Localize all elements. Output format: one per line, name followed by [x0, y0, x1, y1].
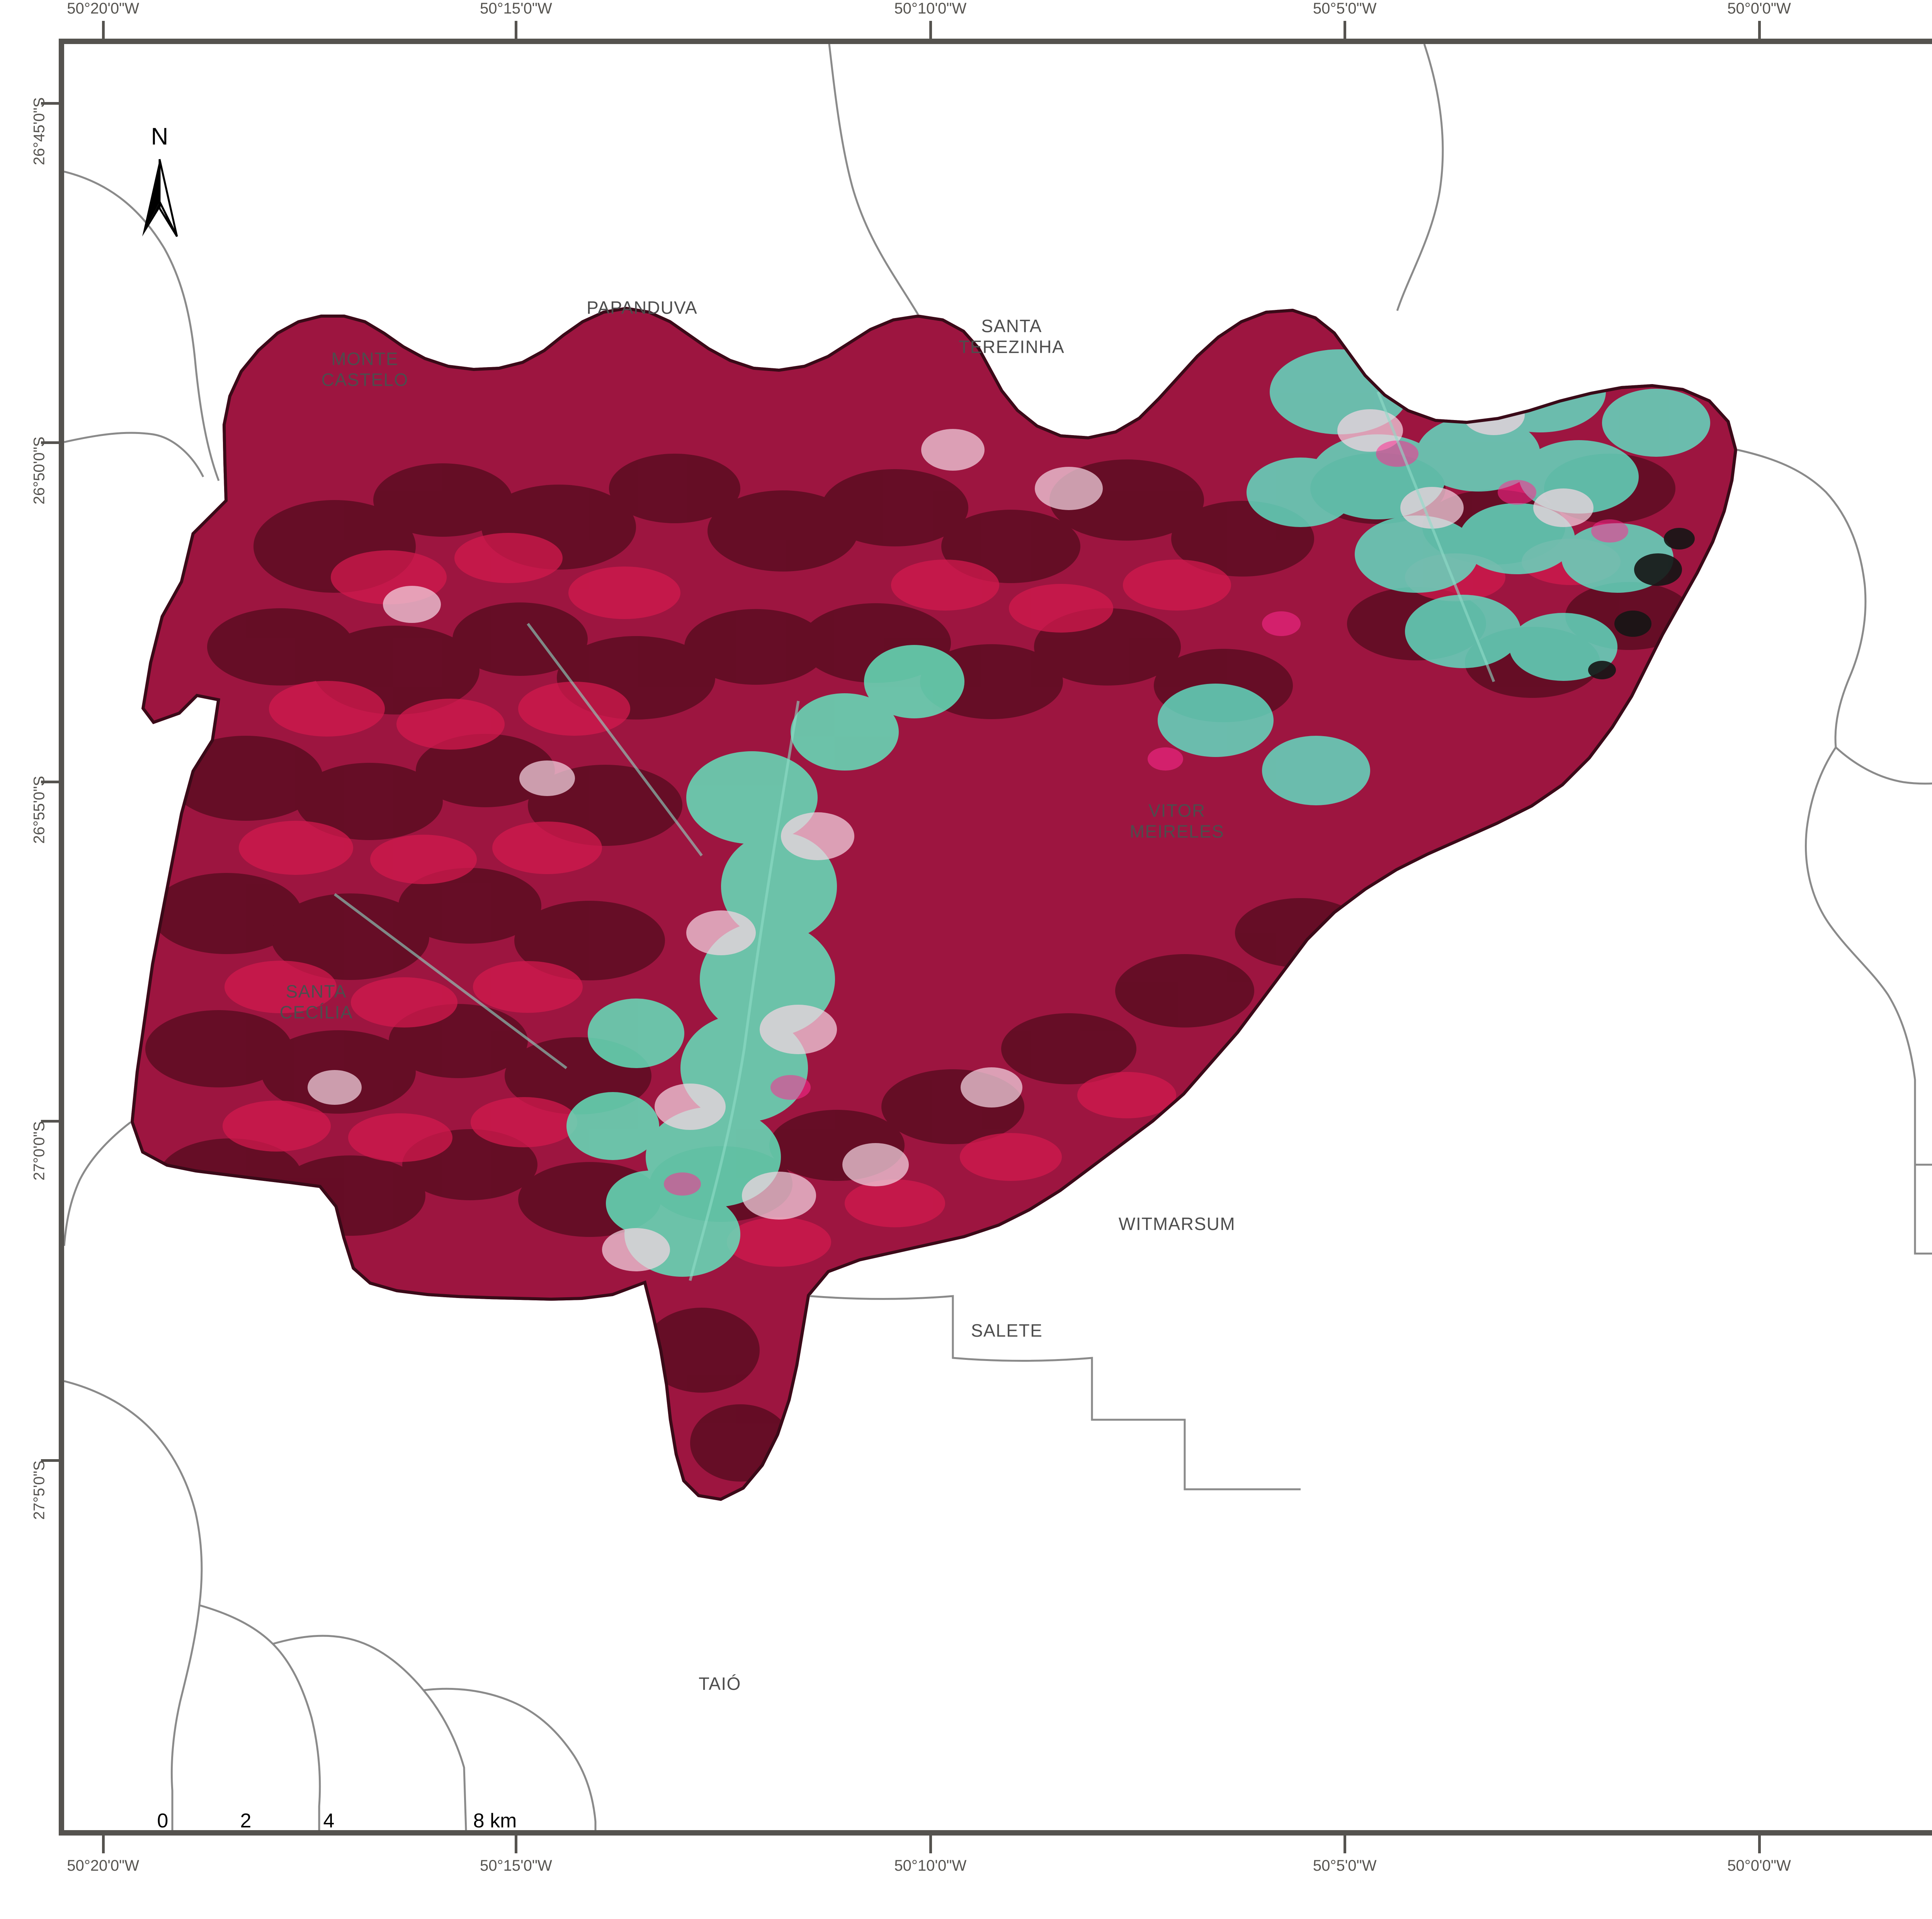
north-arrow: N [138, 123, 181, 237]
longitude-label-top: 50°0'0"W [1727, 0, 1791, 17]
municipality-label: MONTE CASTELO [321, 349, 408, 390]
satellite-raster [64, 44, 1932, 1830]
municipality-label: VITOR MEIRELES [1129, 800, 1225, 842]
graticule-tick-left [41, 441, 59, 444]
graticule-tick-top [1758, 21, 1761, 39]
scale-tick-label: 0 [157, 1810, 168, 1830]
scale-tick-label: 2 [240, 1810, 252, 1830]
municipality-label: PAPANDUVA [587, 298, 698, 318]
longitude-label-top: 50°5'0"W [1313, 0, 1377, 17]
graticule-tick-top [102, 21, 105, 39]
north-arrow-glyph [142, 159, 178, 237]
map-frame: PAPANDUVA MONTE CASTELO SANTA TEREZINHA VIT… [59, 39, 1932, 1836]
graticule-tick-bottom [929, 1836, 932, 1853]
graticule-tick-top [515, 21, 518, 39]
longitude-label-top: 50°10'0"W [894, 0, 967, 17]
graticule-tick-left [41, 1120, 59, 1123]
false-colour-mosaic [131, 307, 1737, 1501]
longitude-label-bottom: 50°5'0"W [1313, 1857, 1377, 1874]
graticule-tick-left [41, 1459, 59, 1462]
north-letter: N [151, 123, 168, 150]
map-canvas[interactable]: PAPANDUVA MONTE CASTELO SANTA TEREZINHA VIT… [64, 44, 1932, 1830]
graticule-tick-bottom [1758, 1836, 1761, 1853]
longitude-label-top: 50°15'0"W [480, 0, 552, 17]
municipality-label: SALETE [971, 1320, 1043, 1341]
graticule-tick-bottom [515, 1836, 518, 1853]
municipality-label: WITMARSUM [1118, 1213, 1236, 1234]
latitude-label-left: 26°45'0"S [31, 97, 48, 165]
graticule-tick-top [1344, 21, 1347, 39]
graticule-tick-top [929, 21, 932, 39]
municipality-label: SANTA CECÍLIA [279, 981, 353, 1022]
longitude-label-bottom: 50°15'0"W [480, 1857, 552, 1874]
municipal-boundaries [64, 44, 1932, 1830]
latitude-label-left: 26°55'0"S [31, 776, 48, 844]
latitude-label-left: 27°5'0"S [31, 1460, 48, 1520]
scale-tick-label: 8 km [473, 1810, 517, 1830]
municipality-label: TAIÓ [699, 1674, 741, 1694]
graticule-tick-bottom [1344, 1836, 1347, 1853]
graticule-tick-bottom [102, 1836, 105, 1853]
graticule-tick-left [41, 780, 59, 783]
graticule-tick-left [41, 102, 59, 105]
scale-tick-label: 4 [323, 1810, 335, 1830]
latitude-label-left: 26°50'0"S [31, 436, 48, 505]
longitude-label-bottom: 50°10'0"W [894, 1857, 967, 1874]
latitude-label-left: 27°0'0"S [31, 1121, 48, 1181]
longitude-label-top: 50°20'0"W [67, 0, 139, 17]
longitude-label-bottom: 50°0'0"W [1727, 1857, 1791, 1874]
municipality-label: SANTA TEREZINHA [959, 316, 1065, 357]
longitude-label-bottom: 50°20'0"W [67, 1857, 139, 1874]
